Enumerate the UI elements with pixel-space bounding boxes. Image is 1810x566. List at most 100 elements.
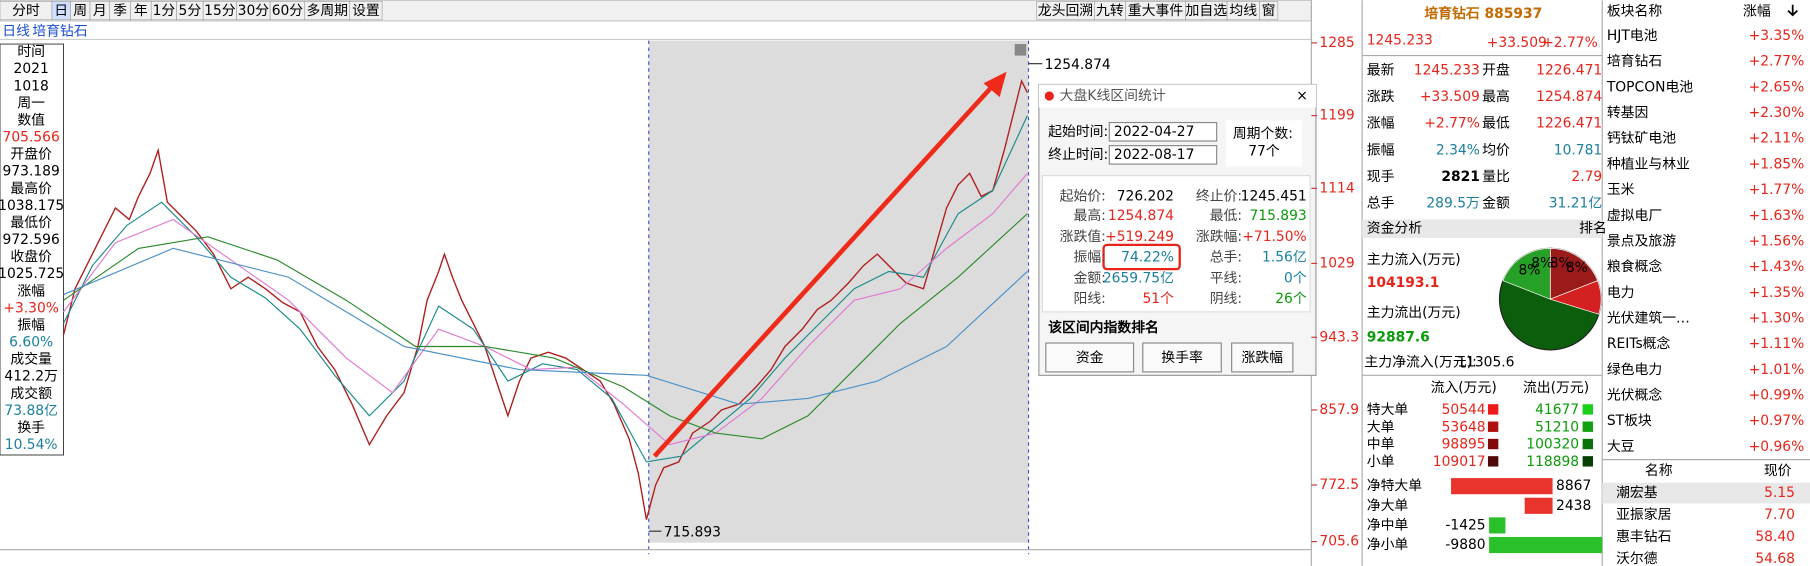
toolbar-button-label[interactable]: 15分 xyxy=(204,3,236,19)
sector-name[interactable]: 大豆 xyxy=(1607,439,1635,455)
quote-value: 2821 xyxy=(1441,169,1480,185)
toolbar-button[interactable] xyxy=(349,1,383,21)
button-label[interactable]: 涨跌幅 xyxy=(1241,350,1283,366)
info-item: 收盘价 xyxy=(10,248,52,265)
tab[interactable]: 排名 xyxy=(1579,221,1607,237)
net-value: -1425 xyxy=(1445,517,1485,533)
toolbar-button-label[interactable]: 九转 xyxy=(1096,3,1124,19)
net-bar xyxy=(1524,497,1553,514)
toolbar-button-label[interactable]: 龙头回溯 xyxy=(1038,3,1093,19)
start-select[interactable] xyxy=(1108,121,1218,142)
toolbar-button-label[interactable]: 年 xyxy=(134,3,148,19)
pie-label: 8% xyxy=(1550,255,1572,271)
sector-name[interactable]: REITs概念 xyxy=(1607,335,1671,352)
end-select[interactable] xyxy=(1108,145,1218,165)
toolbar-button-label[interactable]: 均线 xyxy=(1229,3,1257,19)
toolbar-button-label[interactable]: 设置 xyxy=(352,3,380,19)
sector-name[interactable]: 粮食概念 xyxy=(1607,258,1663,275)
sector-name[interactable]: ST板块 xyxy=(1607,413,1652,429)
sector-name[interactable]: 玉米 xyxy=(1607,182,1635,198)
pie-slice xyxy=(1549,280,1602,315)
toolbar-button-label[interactable]: 加自选 xyxy=(1186,3,1228,19)
axis-label: 705.6 xyxy=(1319,534,1359,550)
toolbar-button-label[interactable]: 60分 xyxy=(272,3,304,19)
axis-label: 1285 xyxy=(1319,35,1354,51)
quote-value: 31.21亿 xyxy=(1549,195,1602,211)
info-item: 最高价 xyxy=(10,180,52,197)
table-head: 名称 xyxy=(1645,463,1673,479)
sector-name[interactable]: 景点及旅游 xyxy=(1607,233,1676,249)
quote-price: 1245.233 xyxy=(1367,33,1433,49)
tab: 资金分析 xyxy=(1367,221,1423,237)
fund-value: 92887.6 xyxy=(1367,329,1430,345)
field-value[interactable]: 2022-04-27 xyxy=(1114,124,1194,140)
close-selection[interactable] xyxy=(1014,44,1027,56)
info-item: 周一 xyxy=(17,95,45,111)
sector-name[interactable]: 转基因 xyxy=(1607,104,1649,121)
selected-row xyxy=(1602,482,1810,504)
sector-name[interactable]: 电力 xyxy=(1607,285,1635,301)
sector-name[interactable]: TOPCON电池 xyxy=(1606,79,1693,95)
sector-name[interactable]: 种植业与林业 xyxy=(1607,156,1690,172)
stat-label: 总手: xyxy=(1210,250,1242,266)
button[interactable] xyxy=(1231,342,1294,373)
stock-price: 7.70 xyxy=(1764,507,1795,523)
toolbar-button[interactable] xyxy=(1259,1,1279,21)
quote-change: +33.509 xyxy=(1487,35,1547,51)
toolbar-button-label[interactable]: 分时 xyxy=(12,3,40,19)
sector-name[interactable]: 培育钻石 xyxy=(1607,54,1662,70)
sector-name[interactable]: 绿色电力 xyxy=(1607,361,1662,378)
sector-change: +2.65% xyxy=(1749,79,1805,95)
count-box xyxy=(1225,120,1303,167)
sector-change: +1.85% xyxy=(1749,156,1805,172)
stock-name[interactable]: 潮宏基 xyxy=(1616,484,1658,501)
toolbar-button-label[interactable]: 多周期 xyxy=(306,2,348,19)
sector-change: +1.11% xyxy=(1749,336,1805,352)
sort-icon xyxy=(1787,4,1798,17)
toolbar-button-label[interactable]: 5分 xyxy=(179,3,202,19)
color-chip xyxy=(1582,438,1593,450)
color-chip xyxy=(1582,421,1593,432)
price-line xyxy=(62,79,1028,520)
info-item: 1018 xyxy=(14,78,49,94)
dialog-close[interactable]: × xyxy=(1296,88,1308,104)
toolbar-button-label[interactable]: 窗 xyxy=(1262,2,1276,19)
axis-label: 1114 xyxy=(1319,180,1354,196)
stat-label: 最低: xyxy=(1210,208,1242,224)
toolbar-button-label[interactable]: 重大事件 xyxy=(1128,3,1184,19)
sector-name[interactable]: 钙钛矿电池 xyxy=(1607,131,1676,147)
quote-value: 1245.233 xyxy=(1414,63,1480,79)
button-label[interactable]: 资金 xyxy=(1076,350,1104,366)
button-label[interactable]: 换手率 xyxy=(1161,349,1203,366)
stock-name[interactable]: 亚振家居 xyxy=(1616,506,1671,523)
toolbar-button-label[interactable]: 日 xyxy=(54,3,68,19)
stock-name[interactable]: 惠丰钻石 xyxy=(1616,529,1671,545)
button[interactable] xyxy=(1045,342,1135,373)
inflow: 50544 xyxy=(1442,402,1486,418)
sector-name[interactable]: 光伏建筑一… xyxy=(1607,310,1690,326)
axis-label: 1199 xyxy=(1319,108,1354,124)
fund-label: 主力流入(万元) xyxy=(1367,252,1461,268)
toolbar-button-label[interactable]: 1分 xyxy=(153,3,176,19)
stock-name[interactable]: 沃尔德 xyxy=(1616,551,1658,566)
quote-label: 振幅 xyxy=(1367,142,1395,158)
toolbar-button-label[interactable]: 月 xyxy=(93,3,107,19)
fund-value: 104193.1 xyxy=(1367,275,1440,291)
color-chip xyxy=(1487,456,1499,467)
sector-name[interactable]: HJT电池 xyxy=(1607,28,1658,44)
pie-label: 8% xyxy=(1531,255,1553,271)
toolbar-button-label[interactable]: 周 xyxy=(73,3,87,19)
stat-value: 1254.874 xyxy=(1108,208,1174,224)
info-item: 1038.175 xyxy=(0,198,64,214)
dialog-titlebar xyxy=(1038,84,1316,108)
sector-name[interactable]: 虚拟电厂 xyxy=(1607,208,1662,224)
quote-label: 金额 xyxy=(1482,195,1510,211)
field-value[interactable]: 2022-08-17 xyxy=(1114,147,1194,163)
sector-name[interactable]: 光伏概念 xyxy=(1607,387,1663,404)
arrow-head xyxy=(983,71,1007,98)
stat-label: 阳线: xyxy=(1073,291,1105,307)
toolbar-button-label[interactable]: 季 xyxy=(113,3,127,19)
button[interactable] xyxy=(1142,342,1222,373)
toolbar-button-label[interactable]: 30分 xyxy=(238,3,270,19)
quote-label: 开盘 xyxy=(1482,62,1510,79)
